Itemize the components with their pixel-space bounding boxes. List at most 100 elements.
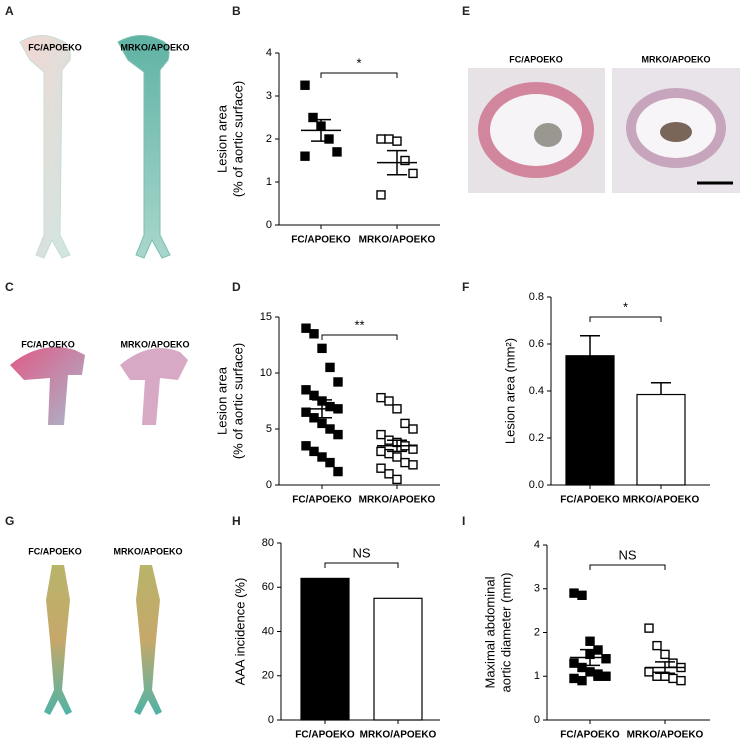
data-point	[660, 649, 670, 660]
y-tick-label: 4	[534, 539, 540, 551]
data-point	[301, 385, 311, 395]
data-point	[309, 390, 319, 401]
data-point	[400, 418, 410, 429]
data-point	[400, 457, 410, 468]
image-label: FC/APOEKO	[28, 42, 82, 52]
data-point	[585, 636, 595, 646]
significance-label: NS	[618, 547, 636, 562]
y-tick-label: 0.6	[529, 338, 544, 350]
data-point	[593, 669, 603, 679]
significance-bracket	[589, 316, 662, 322]
data-point	[300, 80, 310, 90]
significance-label: NS	[352, 545, 370, 560]
arch-image	[10, 347, 188, 425]
panel-letter: A	[5, 4, 14, 18]
data-point	[644, 667, 654, 677]
y-tick-label: 0	[268, 714, 274, 726]
significance-label: **	[354, 317, 364, 332]
significance-bracket	[320, 72, 398, 78]
panel-letter: C	[5, 280, 14, 294]
y-axis-label: Maximal abdominal	[482, 576, 497, 688]
data-point	[333, 377, 343, 387]
y-tick-label: 0	[266, 219, 272, 231]
bar	[300, 577, 350, 721]
y-tick-label: 2	[266, 133, 272, 145]
panel-letter: F	[462, 280, 469, 294]
data-point	[569, 588, 579, 598]
y-tick-label: 60	[262, 581, 274, 593]
panel-letter: H	[232, 514, 241, 528]
histology-image	[468, 68, 740, 193]
data-point	[408, 460, 418, 470]
data-point	[376, 134, 386, 144]
data-point	[376, 446, 386, 457]
y-axis-label: AAA incidence (%)	[232, 578, 247, 686]
y-tick-label: 3	[266, 90, 272, 102]
y-axis-label: Lesion area	[214, 366, 229, 435]
y-tick-label: 40	[262, 625, 274, 637]
data-point	[317, 343, 327, 354]
data-point	[392, 404, 402, 414]
data-point	[384, 134, 394, 144]
image-label: FC/APOEKO	[21, 339, 75, 349]
panel-letter: I	[462, 514, 465, 528]
x-tick-label: MRKO/APOEKO	[359, 495, 436, 506]
y-tick-label: 15	[260, 311, 272, 323]
bar	[373, 597, 423, 721]
significance-bracket	[324, 562, 399, 568]
data-point	[325, 457, 335, 468]
data-point	[577, 675, 587, 686]
y-axis-label: (% of aortic surface)	[230, 343, 245, 459]
data-point	[376, 463, 386, 473]
image-label: MRKO/APOEKO	[641, 54, 710, 64]
x-tick-label: MRKO/APOEKO	[627, 730, 704, 739]
data-point	[333, 429, 343, 440]
data-point	[333, 466, 343, 477]
y-tick-label: 10	[260, 367, 272, 379]
image-label: MRKO/APOEKO	[120, 339, 189, 349]
data-point	[676, 675, 686, 686]
bar	[636, 393, 686, 486]
bar	[565, 355, 615, 486]
x-tick-label: MRKO/APOEKO	[359, 235, 436, 246]
data-point	[325, 424, 335, 434]
data-point	[668, 658, 678, 668]
data-point	[332, 147, 342, 157]
significance-bracket	[589, 564, 666, 570]
y-tick-label: 1	[266, 176, 272, 188]
data-point	[408, 168, 418, 179]
y-tick-label: 3	[534, 583, 540, 595]
data-point	[569, 658, 579, 668]
data-point	[301, 441, 311, 451]
y-tick-label: 0	[534, 714, 540, 726]
significance-bracket	[321, 334, 398, 340]
data-point	[392, 452, 402, 462]
x-tick-label: FC/APOEKO	[291, 235, 351, 246]
x-tick-label: MRKO/APOEKO	[360, 730, 437, 739]
y-tick-label: 0.8	[529, 291, 544, 303]
data-point	[384, 469, 394, 479]
data-point	[408, 424, 418, 434]
y-axis-label: (% of aortic surface)	[230, 81, 245, 197]
data-point	[301, 323, 311, 333]
data-point	[376, 392, 386, 403]
image-label: FC/APOEKO	[28, 546, 82, 556]
panel-letter: E	[462, 4, 470, 18]
significance-label: *	[623, 299, 628, 314]
image-label: FC/APOEKO	[509, 54, 563, 64]
data-point	[317, 418, 327, 429]
y-tick-label: 0.4	[529, 385, 544, 397]
data-point	[644, 623, 654, 633]
y-tick-label: 0.2	[529, 432, 544, 444]
data-point	[400, 155, 410, 166]
y-tick-label: 80	[262, 537, 274, 549]
significance-label: *	[356, 55, 361, 70]
image-label: MRKO/APOEKO	[120, 42, 189, 52]
data-point	[309, 446, 319, 457]
data-point	[577, 590, 587, 601]
y-tick-label: 0.0	[529, 479, 544, 491]
data-point	[601, 654, 611, 664]
data-point	[324, 134, 334, 144]
data-point	[376, 190, 386, 200]
